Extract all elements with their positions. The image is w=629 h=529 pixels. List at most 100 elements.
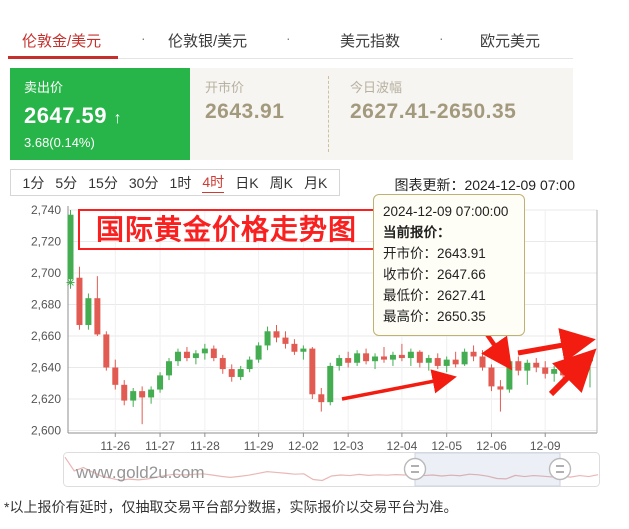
x-axis-label: 12-04 [387, 439, 418, 452]
x-axis-label: 12-05 [431, 439, 462, 452]
tooltip-high-value: 2650.35 [437, 309, 486, 324]
candle-body [210, 348, 217, 359]
candle-body [130, 391, 137, 401]
candle-body [183, 351, 190, 359]
candle-body [443, 359, 450, 366]
candle-body [157, 375, 164, 390]
annotation-arrow [481, 331, 513, 371]
up-arrow-icon: ↑ [113, 110, 123, 127]
tab-strip-divider [8, 58, 573, 59]
chart-update-label: 图表更新： [394, 177, 465, 193]
period-30min[interactable]: 30分 [128, 174, 159, 191]
candle-body [201, 348, 208, 354]
candle-body [255, 345, 262, 360]
candle-body [282, 337, 289, 344]
x-axis-label: 12-03 [333, 439, 364, 452]
candle-body [291, 343, 298, 352]
tab-london-silver[interactable]: 伦敦银/美元 [168, 33, 248, 50]
sell-price-change: 3.68(0.14%) [24, 135, 95, 150]
disclaimer-text: *以上报价有延时，仅抽取交易平台部分数据，实际报价以交易平台为准。 [4, 499, 458, 515]
candle-body [542, 367, 549, 374]
y-axis-label: 2,720 [31, 235, 61, 249]
sell-price-box: 卖出价 2647.59 ↑ 3.68(0.14%) [10, 68, 190, 160]
tooltip-close: 收市价：2647.66 [383, 264, 515, 285]
x-axis-label: 12-06 [476, 439, 507, 452]
tab-separator-dot: · [286, 30, 291, 46]
x-axis-label: 11-28 [190, 439, 220, 452]
candle-body [219, 358, 226, 370]
candle-body [139, 391, 146, 398]
candle-body [354, 353, 361, 363]
navigator-selection[interactable] [414, 452, 561, 487]
y-axis-label: 2,740 [31, 203, 61, 217]
period-4h[interactable]: 4时 [202, 172, 225, 193]
candle-body [389, 354, 396, 360]
y-axis-label: 2,700 [31, 266, 61, 280]
tooltip-low-value: 2627.41 [437, 288, 486, 303]
period-daily[interactable]: 日K [235, 174, 259, 191]
tooltip-open-value: 2643.91 [437, 246, 486, 261]
period-5min[interactable]: 5分 [55, 174, 78, 191]
navigator-handle-right[interactable] [548, 457, 572, 481]
candle-body [416, 351, 423, 363]
quote-divider [328, 76, 329, 152]
candle-body [192, 353, 199, 359]
sell-price-value: 2647.59 ↑ [24, 103, 190, 129]
candle-body [166, 361, 173, 376]
navigator-sparkline [64, 456, 599, 482]
candle-body [273, 331, 280, 338]
candle-body [336, 358, 343, 366]
open-price-value: 2643.91 [205, 100, 285, 123]
tab-separator-dot: · [439, 30, 444, 46]
sell-price-number: 2647.59 [24, 103, 108, 128]
tooltip-low: 最低价：2627.41 [383, 285, 515, 306]
x-axis-label: 11-27 [145, 439, 175, 452]
candle-body [300, 348, 307, 352]
range-navigator[interactable] [0, 451, 629, 491]
candle-body [398, 354, 405, 359]
candle-body [237, 369, 244, 377]
sell-price-label: 卖出价 [24, 80, 64, 95]
candle-body [533, 362, 540, 368]
tab-london-gold[interactable]: 伦敦金/美元 [22, 33, 102, 50]
tab-eur-usd[interactable]: 欧元美元 [480, 33, 541, 50]
daily-range-value: 2627.41-2650.35 [350, 100, 517, 123]
tab-usd-index[interactable]: 美元指数 [340, 33, 401, 50]
candle-body [264, 331, 271, 346]
candle-body [309, 348, 316, 395]
x-axis-label: 11-29 [244, 439, 274, 452]
period-1h[interactable]: 1时 [169, 174, 192, 191]
navigator-handle-left[interactable] [403, 457, 427, 481]
tab-separator-dot: · [141, 30, 146, 46]
candlestick-chart[interactable]: 2,740 2,720 2,700 2,680 2,660 2,640 2,620 2,600… [0, 200, 629, 452]
annotation-arrow [341, 369, 457, 401]
period-1min[interactable]: 1分 [22, 174, 45, 191]
navigator-track[interactable] [63, 452, 600, 487]
tooltip-close-label: 收市价： [383, 267, 437, 282]
candle-body [407, 351, 414, 359]
candle-body [425, 358, 432, 363]
candle-body [497, 386, 504, 390]
candle-body [372, 356, 379, 362]
candle-body [85, 298, 92, 325]
tooltip-heading: 当前报价： [383, 225, 451, 240]
annotation-arrow [548, 348, 597, 397]
candle-body [524, 362, 531, 371]
candle-body [363, 353, 370, 362]
period-monthly[interactable]: 月K [304, 174, 328, 191]
tooltip-datetime: 2024-12-09 07:00:00 [383, 204, 509, 219]
y-axis-label: 2,600 [31, 424, 61, 438]
period-15min[interactable]: 15分 [88, 174, 118, 191]
y-axis-label: 2,640 [31, 361, 61, 375]
candle-body [121, 384, 128, 401]
tooltip-open: 开市价：2643.91 [383, 243, 515, 264]
x-axis-label: 12-02 [288, 439, 319, 452]
y-axis-label: 2,620 [31, 392, 61, 406]
candle-body [506, 361, 513, 390]
chart-tooltip: 2024-12-09 07:00:00 当前报价： 开市价：2643.91 收市… [373, 194, 525, 336]
candle-body [380, 356, 387, 360]
period-weekly[interactable]: 周K [269, 174, 293, 191]
tooltip-close-value: 2647.66 [437, 267, 486, 282]
candle-body [318, 394, 325, 403]
candle-body [479, 356, 486, 368]
